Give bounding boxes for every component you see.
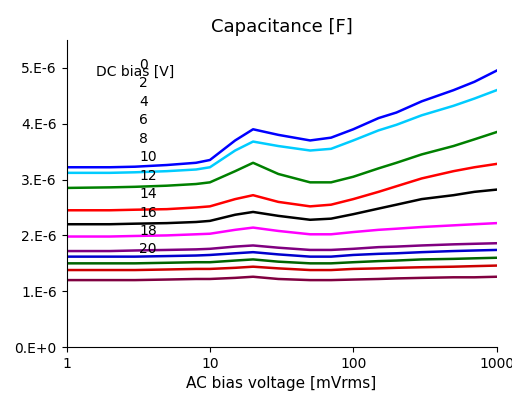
Text: 18: 18 bbox=[139, 224, 157, 238]
Text: 6: 6 bbox=[139, 113, 148, 127]
Title: Capacitance [F]: Capacitance [F] bbox=[211, 18, 352, 36]
Text: 2: 2 bbox=[139, 77, 148, 91]
Text: 16: 16 bbox=[139, 205, 157, 219]
X-axis label: AC bias voltage [mVrms]: AC bias voltage [mVrms] bbox=[186, 376, 377, 391]
Text: 14: 14 bbox=[139, 187, 157, 201]
Text: 12: 12 bbox=[139, 169, 157, 183]
Text: DC bias [V]: DC bias [V] bbox=[96, 65, 174, 79]
Text: 10: 10 bbox=[139, 150, 157, 164]
Text: 0: 0 bbox=[139, 58, 148, 72]
Text: 4: 4 bbox=[139, 95, 148, 109]
Text: 8: 8 bbox=[139, 132, 148, 146]
Text: 20: 20 bbox=[139, 242, 157, 257]
